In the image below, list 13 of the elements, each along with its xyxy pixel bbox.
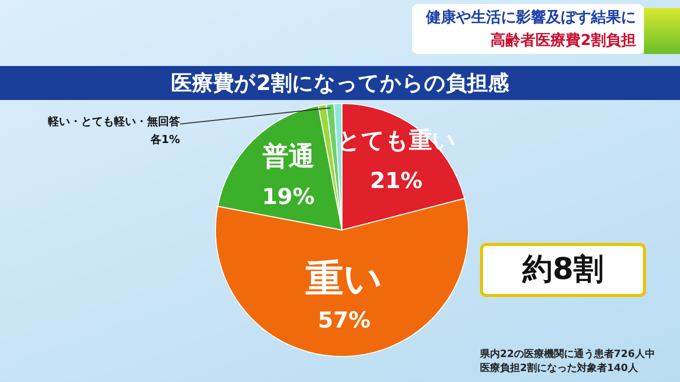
text: 医療負担2割になった対象者140人: [480, 362, 639, 376]
text: 高齢者医療費2割負担: [490, 30, 636, 51]
slice-label: 重い: [306, 256, 383, 300]
text: 約8割: [480, 243, 646, 297]
text: 県内22の医療機関に通う患者726人中: [480, 348, 655, 362]
text: 健康や生活に影響及ぼす結果に: [424, 7, 636, 28]
data-label: 19%: [262, 185, 315, 210]
text: 各1%: [149, 132, 180, 148]
chart-title: 医療費が2割になってからの負担感: [0, 66, 680, 100]
text: 軽い・とても軽い・無回答: [47, 114, 180, 130]
data-label: 57%: [318, 308, 371, 334]
data-label: 21%: [370, 168, 423, 194]
slice-label: 普通: [261, 141, 314, 172]
